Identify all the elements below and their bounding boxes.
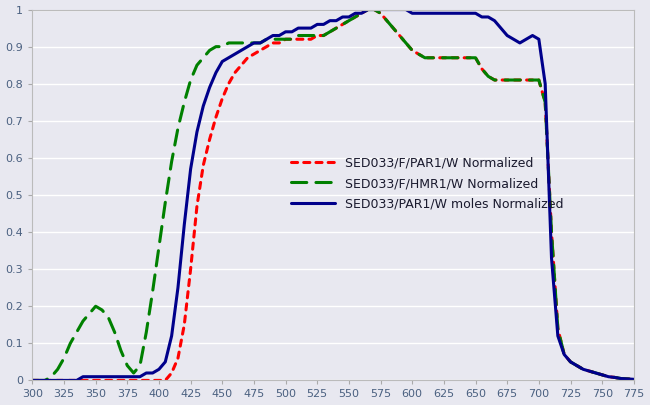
SED033/PAR1/W moles Normalized [111, 374, 118, 379]
SED033/F/HMR1/W Normalized [288, 37, 296, 42]
Line: SED033/PAR1/W moles Normalized: SED033/PAR1/W moles Normalized [32, 10, 634, 380]
Line: SED033/F/HMR1/W Normalized: SED033/F/HMR1/W Normalized [32, 10, 634, 380]
Line: SED033/F/PAR1/W Normalized: SED033/F/PAR1/W Normalized [32, 10, 634, 380]
SED033/F/PAR1/W Normalized [586, 369, 593, 373]
SED033/F/PAR1/W Normalized [111, 378, 118, 383]
SED033/PAR1/W moles Normalized [29, 378, 36, 383]
SED033/F/HMR1/W Normalized [29, 378, 36, 383]
SED033/PAR1/W moles Normalized [630, 377, 638, 382]
SED033/F/PAR1/W Normalized [288, 37, 296, 42]
SED033/F/HMR1/W Normalized [586, 369, 593, 373]
SED033/F/HMR1/W Normalized [630, 377, 638, 382]
SED033/PAR1/W moles Normalized [586, 369, 593, 373]
SED033/F/HMR1/W Normalized [364, 7, 372, 12]
SED033/F/PAR1/W Normalized [200, 163, 207, 168]
SED033/F/PAR1/W Normalized [364, 7, 372, 12]
SED033/F/PAR1/W Normalized [29, 378, 36, 383]
SED033/PAR1/W moles Normalized [200, 104, 207, 109]
SED033/F/HMR1/W Normalized [332, 26, 340, 30]
SED033/F/PAR1/W Normalized [332, 26, 340, 30]
SED033/F/PAR1/W Normalized [630, 377, 638, 382]
SED033/F/HMR1/W Normalized [111, 330, 118, 335]
SED033/PAR1/W moles Normalized [332, 18, 340, 23]
SED033/PAR1/W moles Normalized [364, 7, 372, 12]
SED033/PAR1/W moles Normalized [352, 11, 359, 16]
Legend: SED033/F/PAR1/W Normalized, SED033/F/HMR1/W Normalized, SED033/PAR1/W moles Norm: SED033/F/PAR1/W Normalized, SED033/F/HMR… [291, 157, 564, 211]
SED033/F/PAR1/W Normalized [352, 15, 359, 19]
SED033/PAR1/W moles Normalized [288, 30, 296, 34]
SED033/F/HMR1/W Normalized [200, 55, 207, 60]
SED033/F/HMR1/W Normalized [352, 15, 359, 19]
